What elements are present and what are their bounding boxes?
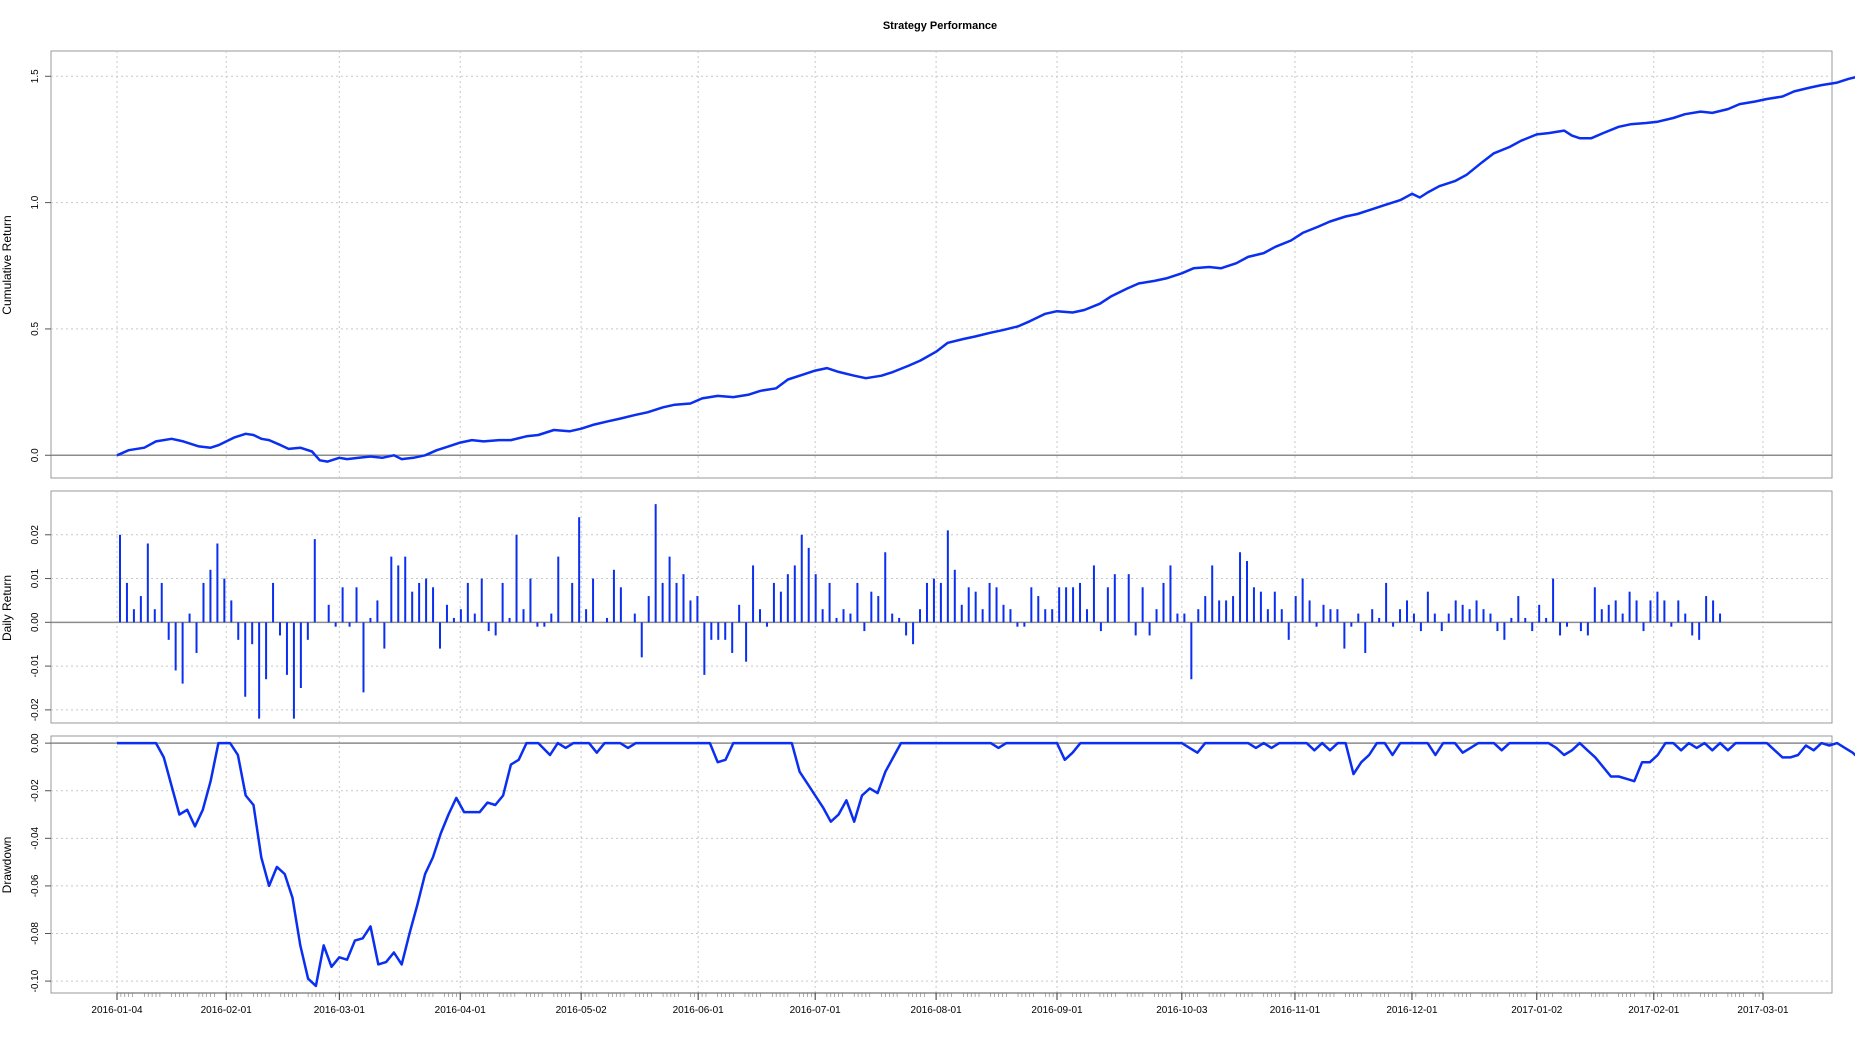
y-tick-label: -0.08 (30, 922, 41, 945)
cumulative-return-line (116, 76, 1855, 463)
y-tick-label: 1.5 (30, 69, 41, 83)
y-tick-label: -0.02 (30, 779, 41, 802)
y-tick-label: 0.5 (30, 322, 41, 336)
drawdown-line (117, 741, 1855, 988)
y-tick-label: -0.01 (30, 654, 41, 677)
y-tick-label: -0.10 (30, 969, 41, 992)
panel-daily-return: -0.02 -0.01 0.00 0.01 0.02 (30, 490, 1833, 724)
y-tick-label: 0.0 (30, 448, 41, 462)
y-axis-label-daily-return: Daily Return (0, 575, 14, 641)
chart-title: Strategy Performance (883, 20, 997, 32)
y-tick-label: 0.00 (30, 733, 41, 753)
y-tick-label: -0.06 (30, 874, 41, 897)
y-tick-label: -0.04 (30, 826, 41, 849)
x-tick-label: 2016-03-01 (314, 1005, 366, 1016)
panel-drawdown: -0.10 -0.08 -0.06 -0.04 -0.02 0.00 (30, 733, 1855, 994)
y-axis-label-drawdown: Drawdown (0, 837, 14, 894)
y-tick-label: 0.00 (30, 612, 41, 632)
panel-frame (50, 735, 1833, 994)
x-tick-label: 2016-11-01 (1270, 1005, 1321, 1016)
x-tick-label: 2016-01-04 (91, 1005, 143, 1016)
x-tick-label: 2016-06-01 (673, 1005, 725, 1016)
x-tick-label: 2016-09-01 (1031, 1005, 1083, 1016)
x-tick-label: 2017-03-01 (1737, 1005, 1789, 1016)
y-tick-label: -0.02 (30, 698, 41, 721)
y-tick-label: 1.0 (30, 195, 41, 209)
x-tick-label: 2017-01-02 (1511, 1005, 1563, 1016)
x-tick-label: 2017-02-01 (1628, 1005, 1680, 1016)
y-axis-label-cumulative-return: Cumulative Return (0, 215, 14, 314)
panel-frame (50, 490, 1833, 724)
x-tick-label: 2016-02-01 (201, 1005, 253, 1016)
y-tick-label: 0.02 (30, 525, 41, 545)
panel-cumulative-return: 0.0 0.5 1.0 1.5 (30, 50, 1855, 479)
x-tick-label: 2016-04-01 (435, 1005, 487, 1016)
x-tick-label: 2016-07-01 (790, 1005, 842, 1016)
x-tick-label: 2016-12-01 (1386, 1005, 1438, 1016)
x-tick-label: 2016-10-03 (1156, 1005, 1208, 1016)
x-axis: 2016-01-04 2016-02-01 2016-03-01 2016-04-01… (91, 992, 1789, 1016)
panel-frame (50, 50, 1833, 479)
y-tick-label: 0.01 (30, 568, 41, 588)
x-tick-label: 2016-08-01 (911, 1005, 963, 1016)
x-tick-label: 2016-05-02 (556, 1005, 608, 1016)
